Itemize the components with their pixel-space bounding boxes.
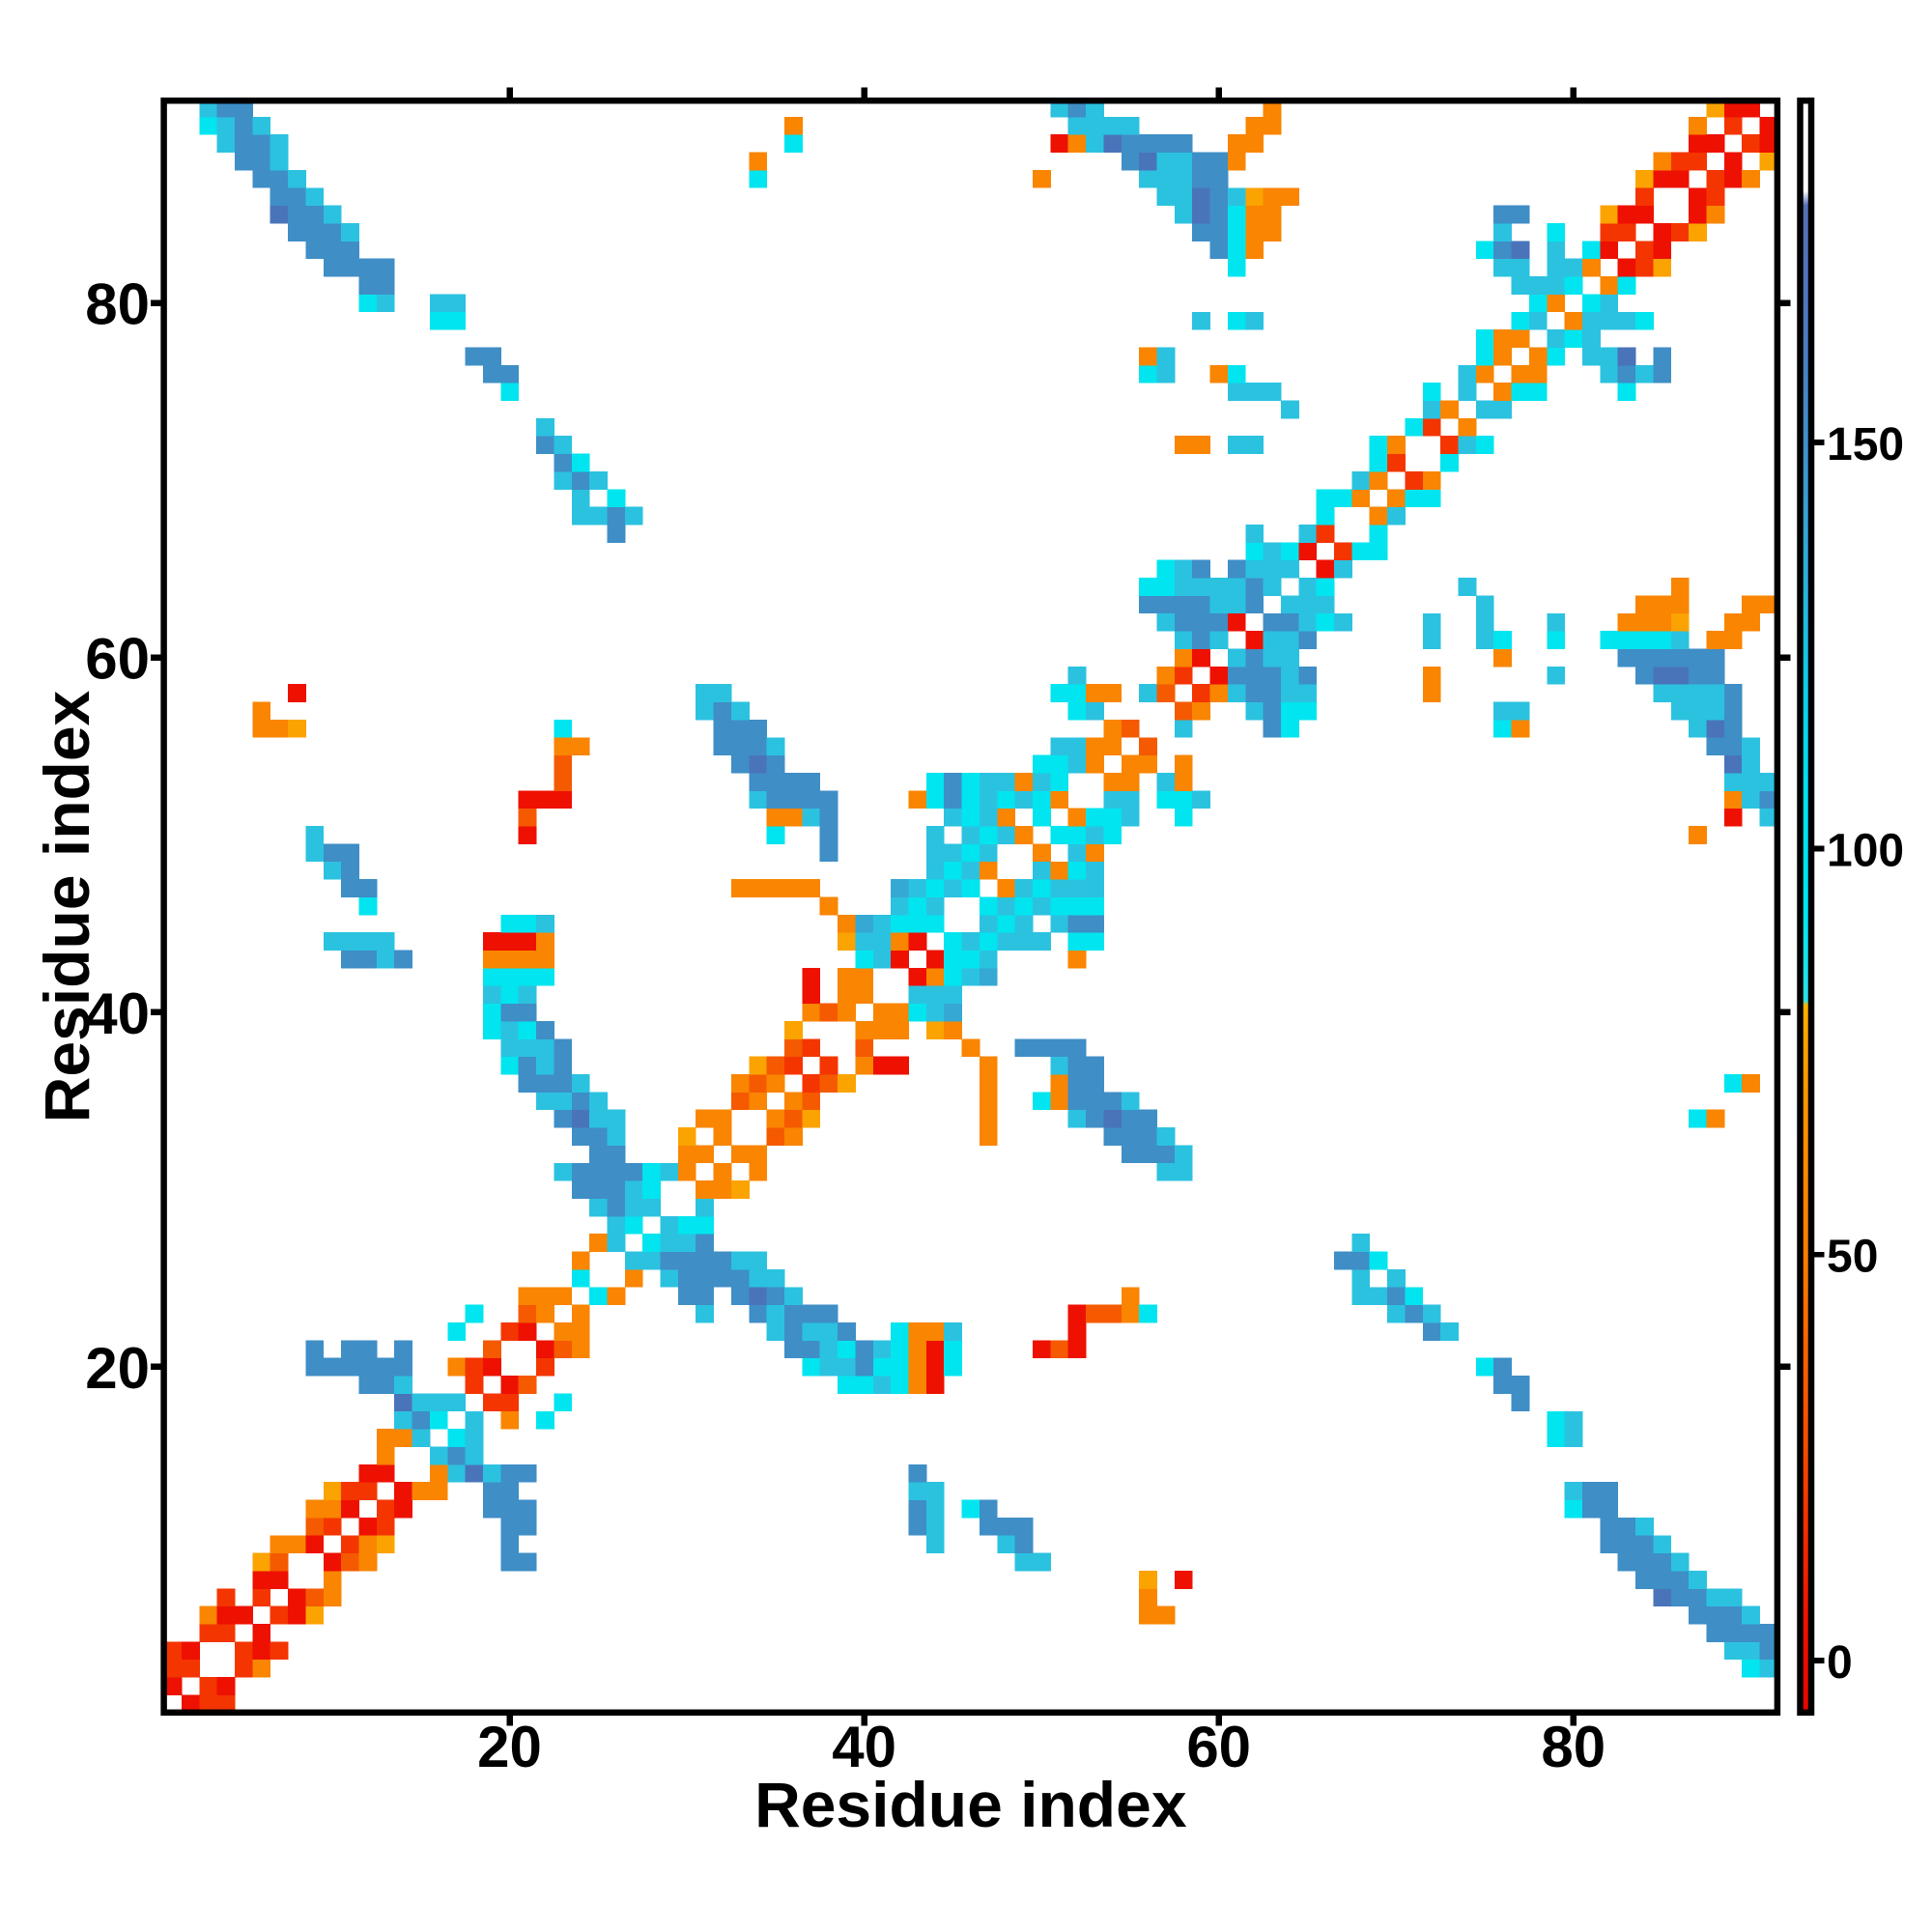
svg-text:80: 80 [85, 272, 150, 337]
svg-text:20: 20 [477, 1715, 542, 1779]
svg-text:80: 80 [1541, 1715, 1605, 1779]
svg-text:0: 0 [1827, 1637, 1853, 1689]
svg-text:50: 50 [1827, 1232, 1878, 1283]
svg-text:60: 60 [85, 627, 150, 692]
svg-text:40: 40 [832, 1715, 896, 1779]
svg-text:20: 20 [85, 1336, 150, 1401]
svg-text:Residue index: Residue index [31, 690, 102, 1122]
svg-text:150: 150 [1827, 419, 1904, 470]
svg-text:100: 100 [1827, 825, 1904, 876]
svg-text:Residue index: Residue index [754, 1769, 1187, 1840]
svg-text:40: 40 [85, 981, 150, 1046]
svg-text:60: 60 [1186, 1715, 1251, 1779]
